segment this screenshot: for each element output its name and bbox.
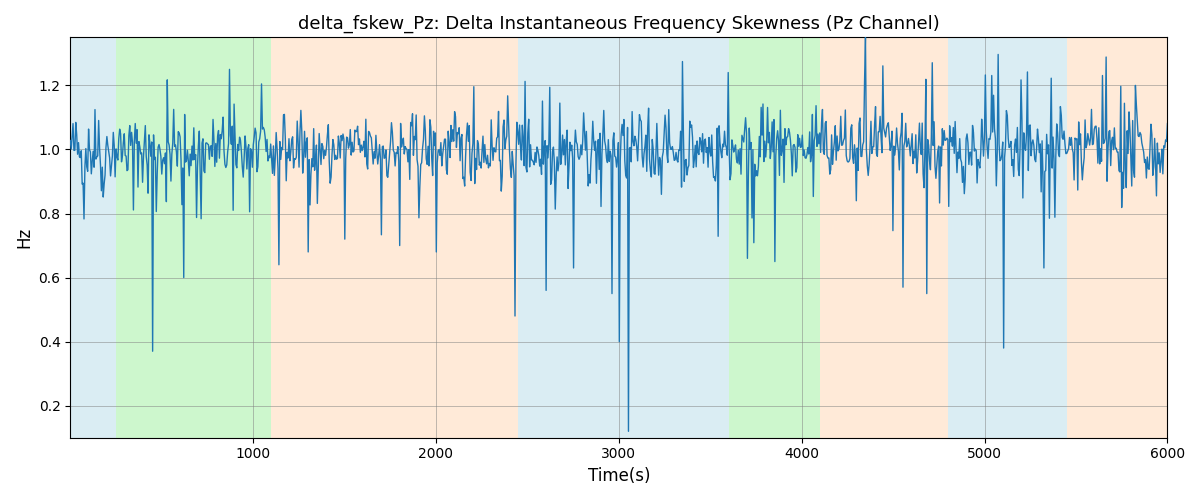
Bar <box>271 38 518 438</box>
Bar <box>518 38 701 438</box>
Y-axis label: Hz: Hz <box>16 227 34 248</box>
Title: delta_fskew_Pz: Delta Instantaneous Frequency Skewness (Pz Channel): delta_fskew_Pz: Delta Instantaneous Freq… <box>298 15 940 34</box>
Bar <box>701 38 728 438</box>
Bar <box>728 38 820 438</box>
Bar <box>1067 38 1168 438</box>
X-axis label: Time(s): Time(s) <box>588 467 650 485</box>
Bar <box>116 38 271 438</box>
Bar <box>820 38 948 438</box>
Bar <box>71 38 116 438</box>
Bar <box>948 38 1067 438</box>
